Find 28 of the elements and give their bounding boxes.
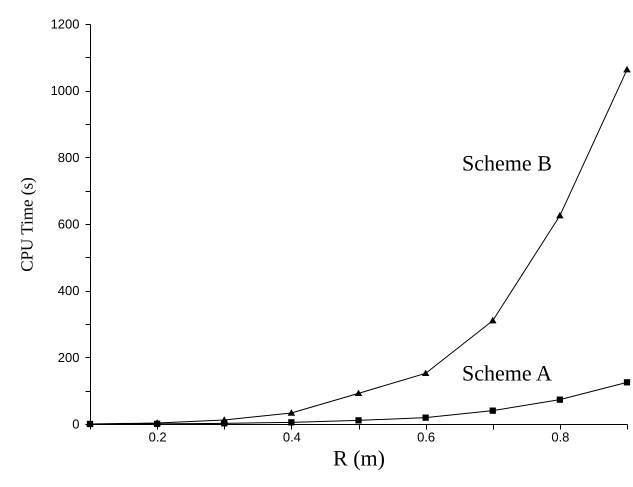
point (556, 212, 564, 218)
x-axis-title: R (m) (333, 446, 385, 470)
y-tick-label: 600 (58, 216, 80, 232)
y-tick-label: 200 (58, 350, 80, 365)
series-label: Scheme A (462, 360, 552, 386)
point (288, 419, 295, 426)
x-tick-label: 0.4 (282, 430, 301, 444)
point (623, 66, 631, 72)
point (488, 316, 497, 324)
x-tick-label: 0.2 (148, 430, 167, 444)
series-label: Scheme B (462, 150, 552, 176)
point (288, 409, 296, 416)
point (422, 370, 430, 376)
point (624, 379, 630, 386)
point (422, 414, 429, 421)
y-tick-label: 1200 (50, 16, 80, 32)
x-tick-label: 0.6 (417, 430, 436, 444)
x-tick-label: 0.8 (551, 430, 570, 444)
y-axis-title: CPU Time (s) (18, 177, 37, 272)
y-tick-label: 1000 (50, 83, 80, 98)
point (355, 417, 362, 424)
y-tick-label: 400 (58, 283, 80, 298)
y-tick-label: 0 (72, 416, 80, 432)
point (221, 420, 228, 426)
point (556, 396, 564, 403)
point (354, 390, 362, 396)
y-tick-label: 800 (58, 150, 80, 165)
point (490, 408, 496, 414)
